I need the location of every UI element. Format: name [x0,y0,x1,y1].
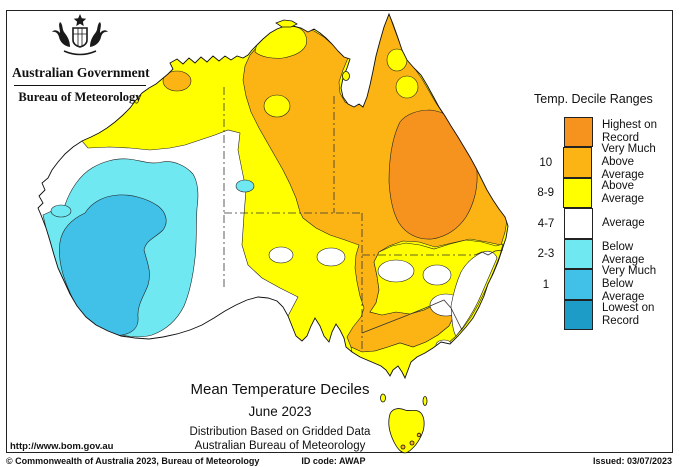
legend-swatch-highest [564,116,593,147]
legend-decile-range: 8-9 [537,187,555,200]
legend-swatch-very-much-below [563,269,593,300]
region-tas-spot-2 [409,440,415,446]
legend-swatch-lowest [564,299,593,330]
region-central-qld-highest-on-record [388,109,478,240]
legend-row-average: 4-7 Average [528,208,678,240]
region-sw-wa-very-much-below-average [59,194,167,336]
nsw-vic-border [361,299,463,334]
copyright-text: © Commonwealth of Australia 2023, Bureau… [6,456,260,466]
region-king-island [380,393,386,403]
region-se-nsw-average [435,339,453,351]
map-caption: Mean Temperature Deciles June 2023 Distr… [110,381,450,452]
bom-header: Australian Government Bureau of Meteorol… [12,13,150,105]
legend-label-below: Below Average [601,241,645,267]
legend-label-highest: Highest on Record [602,119,657,145]
region-shark-bay-below-average [50,204,72,218]
map-caption-line3: Distribution Based on Gridded Data [189,426,371,438]
state-borders [223,87,475,352]
legend-row-lowest: Lowest on Record [528,299,678,331]
legend-swatch-below [563,238,593,269]
legend-label-average: Average [602,217,645,230]
region-nt-interior-above-average [263,94,291,118]
region-nsw-average-2 [422,264,452,286]
legend-title: Temp. Decile Ranges [534,92,653,106]
qld-nsw-border-east [474,249,504,256]
legend-row-above: 8-9 Above Average [528,177,678,209]
region-sa-average-2 [316,247,346,267]
legend-swatch-average [564,208,593,239]
region-tas-spot-1 [400,444,406,450]
legend-swatch-above [563,177,593,208]
legend-row-very-much-below: 1 Very Much Below Average [528,265,678,303]
footer-bar: © Commonwealth of Australia 2023, Bureau… [6,456,674,466]
legend-row-very-much-above: 10 Very Much Above Average [528,143,678,181]
map-caption-line4: Australian Bureau of Meteorology [194,440,366,452]
region-melville-island [275,19,298,28]
header-divider [14,85,146,86]
region-cape-york-above-average-1 [386,48,408,72]
legend-decile-range: 10 [539,156,553,169]
legend-row-highest: Highest on Record [528,116,678,148]
region-groote-island [342,71,350,81]
decile-legend: Temp. Decile Ranges Highest on Record 10… [528,92,678,331]
legend-label-very-much-below: Very Much Below Average [601,265,657,304]
region-tasmania-above-average [388,408,425,454]
legend-decile-range: 2-3 [537,248,555,261]
issued-date-text: Issued: 03/07/2023 [592,456,672,466]
bom-url-text: http://www.bom.gov.au [10,441,114,452]
header-bureau-title: Bureau of Meteorology [18,90,142,104]
map-title: Mean Temperature Deciles [190,381,370,398]
legend-swatch-very-much-above [563,147,593,178]
id-code-text: ID code: AWAP [301,456,366,466]
region-nsw-coastal-average [450,250,498,337]
region-sa-wa-border-below-average [235,179,255,193]
map-frame-border [6,10,673,453]
legend-row-below: 2-3 Below Average [528,238,678,270]
legend-decile-range: 1 [542,278,550,291]
header-government-title: Australian Government [12,65,150,80]
region-kimberley-very-much-above-average [162,70,192,92]
legend-decile-range: 4-7 [537,217,555,230]
legend-label-above: Above Average [601,180,645,206]
legend-label-very-much-above: Very Much Above Average [601,143,656,182]
map-period: June 2023 [248,404,312,419]
region-ne-vic-highest-on-record [422,352,442,370]
region-flinders-island [422,396,428,406]
region-tas-spot-3 [416,432,422,438]
region-cape-york-above-average-2 [395,75,419,99]
region-nsw-average-1 [377,259,415,283]
region-sa-average-1 [268,246,294,264]
legend-label-lowest: Lowest on Record [602,302,655,328]
australian-coat-of-arms-icon [52,14,108,56]
